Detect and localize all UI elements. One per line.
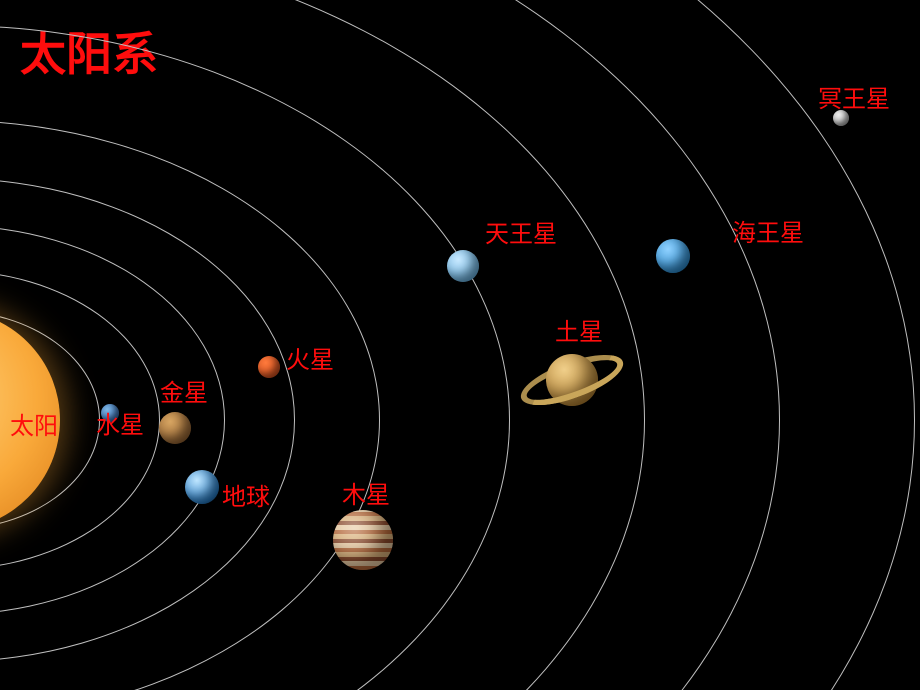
planet-火星 (258, 356, 280, 378)
sun-label: 太阳 (10, 406, 58, 441)
label-水星: 水星 (96, 405, 144, 440)
orbit-9 (0, 0, 915, 690)
label-天王星: 天王星 (485, 214, 557, 249)
label-海王星: 海王星 (732, 213, 804, 248)
label-冥王星: 冥王星 (818, 79, 890, 114)
label-地球: 地球 (222, 477, 270, 512)
planet-木星 (333, 510, 393, 570)
planet-金星 (159, 412, 191, 444)
planet-海王星 (656, 239, 690, 273)
solar-system-diagram: 太阳系 太阳 水星金星地球火星木星土星天王星海王星冥王星 (0, 0, 920, 690)
label-木星: 木星 (342, 475, 390, 510)
label-金星: 金星 (160, 373, 208, 408)
planet-天王星 (447, 250, 479, 282)
label-土星: 土星 (555, 312, 603, 347)
label-火星: 火星 (286, 340, 334, 375)
planet-地球 (185, 470, 219, 504)
